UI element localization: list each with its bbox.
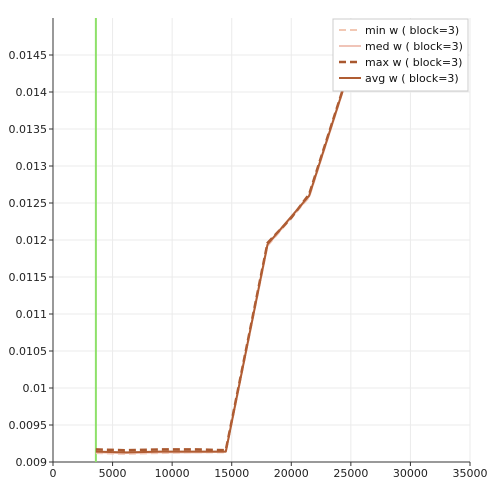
legend-label: avg w ( block=3) [365, 72, 459, 85]
x-tick-label: 25000 [333, 467, 368, 480]
y-tick-label: 0.0125 [9, 197, 48, 210]
x-tick-label: 15000 [214, 467, 249, 480]
axes [49, 18, 471, 466]
x-tick-label: 30000 [393, 467, 428, 480]
y-tick-label: 0.0145 [9, 49, 48, 62]
y-tick-label: 0.013 [16, 160, 48, 173]
y-tick-label: 0.0135 [9, 123, 48, 136]
legend-label: med w ( block=3) [365, 40, 463, 53]
y-tick-label: 0.0105 [9, 345, 48, 358]
y-tick-label: 0.011 [16, 308, 48, 321]
legend-label: max w ( block=3) [365, 56, 462, 69]
y-tick-label: 0.009 [16, 456, 48, 469]
x-tick-label: 35000 [453, 467, 488, 480]
legend[interactable]: min w ( block=3) med w ( block=3) max w ( … [332, 18, 469, 92]
x-tick-label: 20000 [274, 467, 309, 480]
y-tick-label: 0.0115 [9, 271, 48, 284]
y-tick-label: 0.012 [16, 234, 48, 247]
tick-labels: 0 5000 10000 15000 20000 25000 30000 35000 0.009… [9, 49, 488, 480]
y-tick-label: 0.01 [23, 382, 48, 395]
y-tick-label: 0.0095 [9, 419, 48, 432]
legend-label: min w ( block=3) [365, 24, 459, 37]
x-tick-label: 0 [50, 467, 57, 480]
x-tick-label: 10000 [155, 467, 190, 480]
x-tick-label: 5000 [99, 467, 127, 480]
y-tick-label: 0.014 [16, 86, 48, 99]
